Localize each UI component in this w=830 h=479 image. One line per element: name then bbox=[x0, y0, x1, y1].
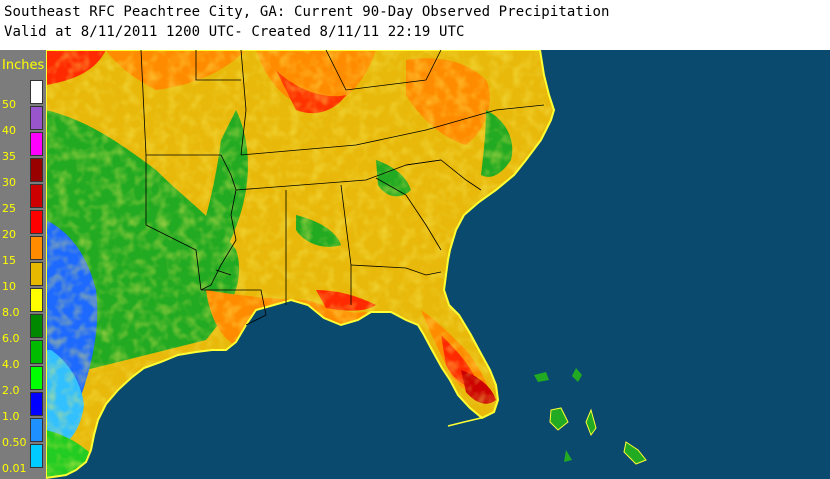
legend-swatch bbox=[30, 444, 43, 468]
legend-swatch bbox=[30, 236, 43, 260]
precipitation-map bbox=[46, 50, 830, 479]
border-tx-la bbox=[145, 155, 202, 291]
map-canvas bbox=[46, 50, 830, 479]
border-ga-sc bbox=[375, 177, 442, 251]
border-ks-mo bbox=[195, 50, 241, 81]
legend-label: 6.0 bbox=[2, 332, 20, 345]
border-nc-sc bbox=[405, 159, 482, 191]
legend-label: 15 bbox=[2, 254, 16, 267]
border-ar-la bbox=[215, 269, 232, 276]
legend-swatch bbox=[30, 340, 43, 364]
border-ky-oh bbox=[325, 50, 427, 91]
legend-swatch bbox=[30, 418, 43, 442]
island-grand-bahama bbox=[534, 372, 549, 382]
island-abaco bbox=[572, 368, 582, 382]
legend-swatch bbox=[30, 210, 43, 234]
legend-swatch bbox=[30, 366, 43, 390]
legend-swatch bbox=[30, 314, 43, 338]
island-outlines bbox=[549, 407, 647, 465]
legend-label: 0.50 bbox=[2, 436, 27, 449]
legend-swatch bbox=[30, 106, 43, 130]
border-la-gulf bbox=[201, 289, 267, 326]
map-subtitle: Valid at 8/11/2011 1200 UTC- Created 8/1… bbox=[4, 24, 465, 40]
border-ga-fl bbox=[350, 264, 442, 276]
border-tn-ky-va bbox=[240, 104, 545, 156]
legend-label: 0.01 bbox=[2, 462, 27, 475]
legend-label: 10 bbox=[2, 280, 16, 293]
legend-unit-label: Inches bbox=[2, 58, 45, 73]
legend-swatch bbox=[30, 80, 43, 104]
precipitation-legend: Inches 50 40 35 30 25 20 15 10 8.0 6.0 4.0 2.0 1.0 0.… bbox=[0, 50, 46, 479]
legend-label: 25 bbox=[2, 202, 16, 215]
legend-label: 2.0 bbox=[2, 384, 20, 397]
legend-swatch bbox=[30, 288, 43, 312]
legend-label: 35 bbox=[2, 150, 16, 163]
legend-label: 8.0 bbox=[2, 306, 20, 319]
legend-swatch bbox=[30, 184, 43, 208]
border-mo-east bbox=[240, 50, 247, 156]
florida-keys bbox=[447, 417, 482, 427]
legend-swatch bbox=[30, 262, 43, 286]
legend-label: 50 bbox=[2, 98, 16, 111]
legend-label: 40 bbox=[2, 124, 16, 137]
state-borders bbox=[140, 50, 545, 326]
legend-label: 20 bbox=[2, 228, 16, 241]
legend-swatch bbox=[30, 158, 43, 182]
island-exuma bbox=[624, 442, 646, 464]
legend-swatch bbox=[30, 392, 43, 416]
island-small bbox=[564, 450, 572, 462]
legend-label: 4.0 bbox=[2, 358, 20, 371]
map-title: Southeast RFC Peachtree City, GA: Curren… bbox=[4, 4, 610, 20]
legend-label: 1.0 bbox=[2, 410, 20, 423]
map-header: Southeast RFC Peachtree City, GA: Curren… bbox=[0, 0, 830, 50]
legend-swatch bbox=[30, 132, 43, 156]
border-ar-ms-river bbox=[200, 154, 237, 291]
border-wv bbox=[425, 50, 442, 81]
legend-label: 30 bbox=[2, 176, 16, 189]
